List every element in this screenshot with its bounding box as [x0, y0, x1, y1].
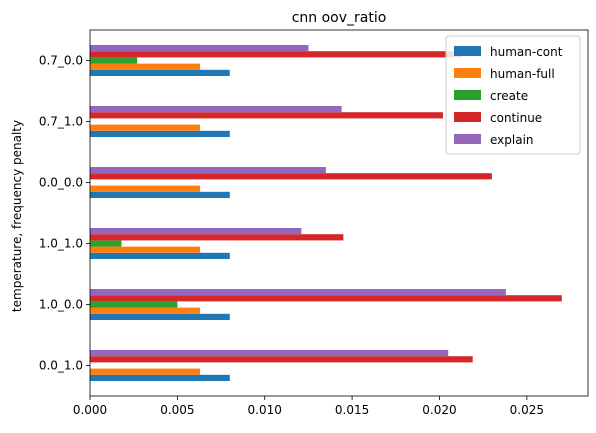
x-tick-label: 0.025: [510, 403, 544, 417]
plot-frame: [89, 29, 589, 397]
y-tick-label: 0.0_1.0: [39, 359, 83, 373]
legend-label-explain: explain: [490, 133, 534, 147]
bar-human-cont-0.7_1.0: [90, 130, 230, 137]
legend-swatch-continue: [454, 112, 481, 122]
x-tick-label: 0.010: [248, 403, 282, 417]
x-tick-label: 0.020: [422, 403, 456, 417]
legend-box: [445, 35, 581, 155]
bar-explain-0.7_0.0: [90, 45, 309, 52]
bar-human-full-0.0_0.0: [90, 185, 201, 192]
bar-human-cont-0.0_0.0: [90, 191, 230, 198]
legend-label-human-cont: human-cont: [490, 45, 563, 59]
bar-human-cont-1.0_1.0: [90, 252, 230, 259]
bar-continue-0.7_0.0: [90, 51, 463, 58]
bar-human-full-0.0_1.0: [90, 368, 201, 375]
y-tick-label: 0.0_0.0: [39, 176, 83, 190]
x-tick-label: 0.000: [73, 403, 107, 417]
bar-create-1.0_1.0: [90, 240, 122, 247]
bar-continue-0.0_1.0: [90, 356, 473, 363]
bar-explain-1.0_0.0: [90, 289, 506, 296]
bar-explain-1.0_1.0: [90, 228, 302, 235]
bar-human-cont-1.0_0.0: [90, 313, 230, 320]
bar-continue-0.7_1.0: [90, 112, 443, 119]
bar-human-cont-0.0_1.0: [90, 374, 230, 381]
plot-area: 0.0_1.0 1.0_0.0 1.0_1.0 0.0_0.0 0.7_1.0 0.7_0…: [39, 29, 589, 417]
y-tick-label: 1.0_1.0: [39, 237, 83, 251]
bar-continue-0.0_0.0: [90, 173, 492, 180]
bar-human-full-1.0_0.0: [90, 307, 201, 314]
bar-explain-0.0_0.0: [90, 167, 326, 174]
bar-explain-0.0_1.0: [90, 350, 449, 357]
y-axis-label: temperature, frequency penalty: [10, 120, 24, 312]
bar-create-0.7_0.0: [90, 57, 138, 64]
legend: human-cont human-full create continue explai…: [445, 35, 581, 155]
bar-human-full-0.7_0.0: [90, 63, 201, 70]
legend-swatch-human-cont: [454, 46, 481, 56]
legend-swatch-human-full: [454, 68, 481, 78]
x-tick-label: 0.015: [335, 403, 369, 417]
y-tick-label: 1.0_0.0: [39, 298, 83, 312]
legend-label-continue: continue: [490, 111, 542, 125]
y-tick-label: 0.7_0.0: [39, 54, 83, 68]
legend-swatch-explain: [454, 134, 481, 144]
bar-continue-1.0_1.0: [90, 234, 344, 241]
y-tick-label: 0.7_1.0: [39, 115, 83, 129]
bar-human-full-0.7_1.0: [90, 124, 201, 131]
legend-label-create: create: [490, 89, 528, 103]
bar-create-1.0_0.0: [90, 301, 178, 308]
bar-continue-1.0_0.0: [90, 295, 562, 302]
bar-human-cont-0.7_0.0: [90, 69, 230, 76]
x-tick-label: 0.005: [160, 403, 194, 417]
legend-swatch-create: [454, 90, 481, 100]
bar-explain-0.7_1.0: [90, 106, 342, 113]
legend-label-human-full: human-full: [490, 67, 555, 81]
bar-human-full-1.0_1.0: [90, 246, 201, 253]
chart-title: cnn oov_ratio: [292, 10, 387, 26]
